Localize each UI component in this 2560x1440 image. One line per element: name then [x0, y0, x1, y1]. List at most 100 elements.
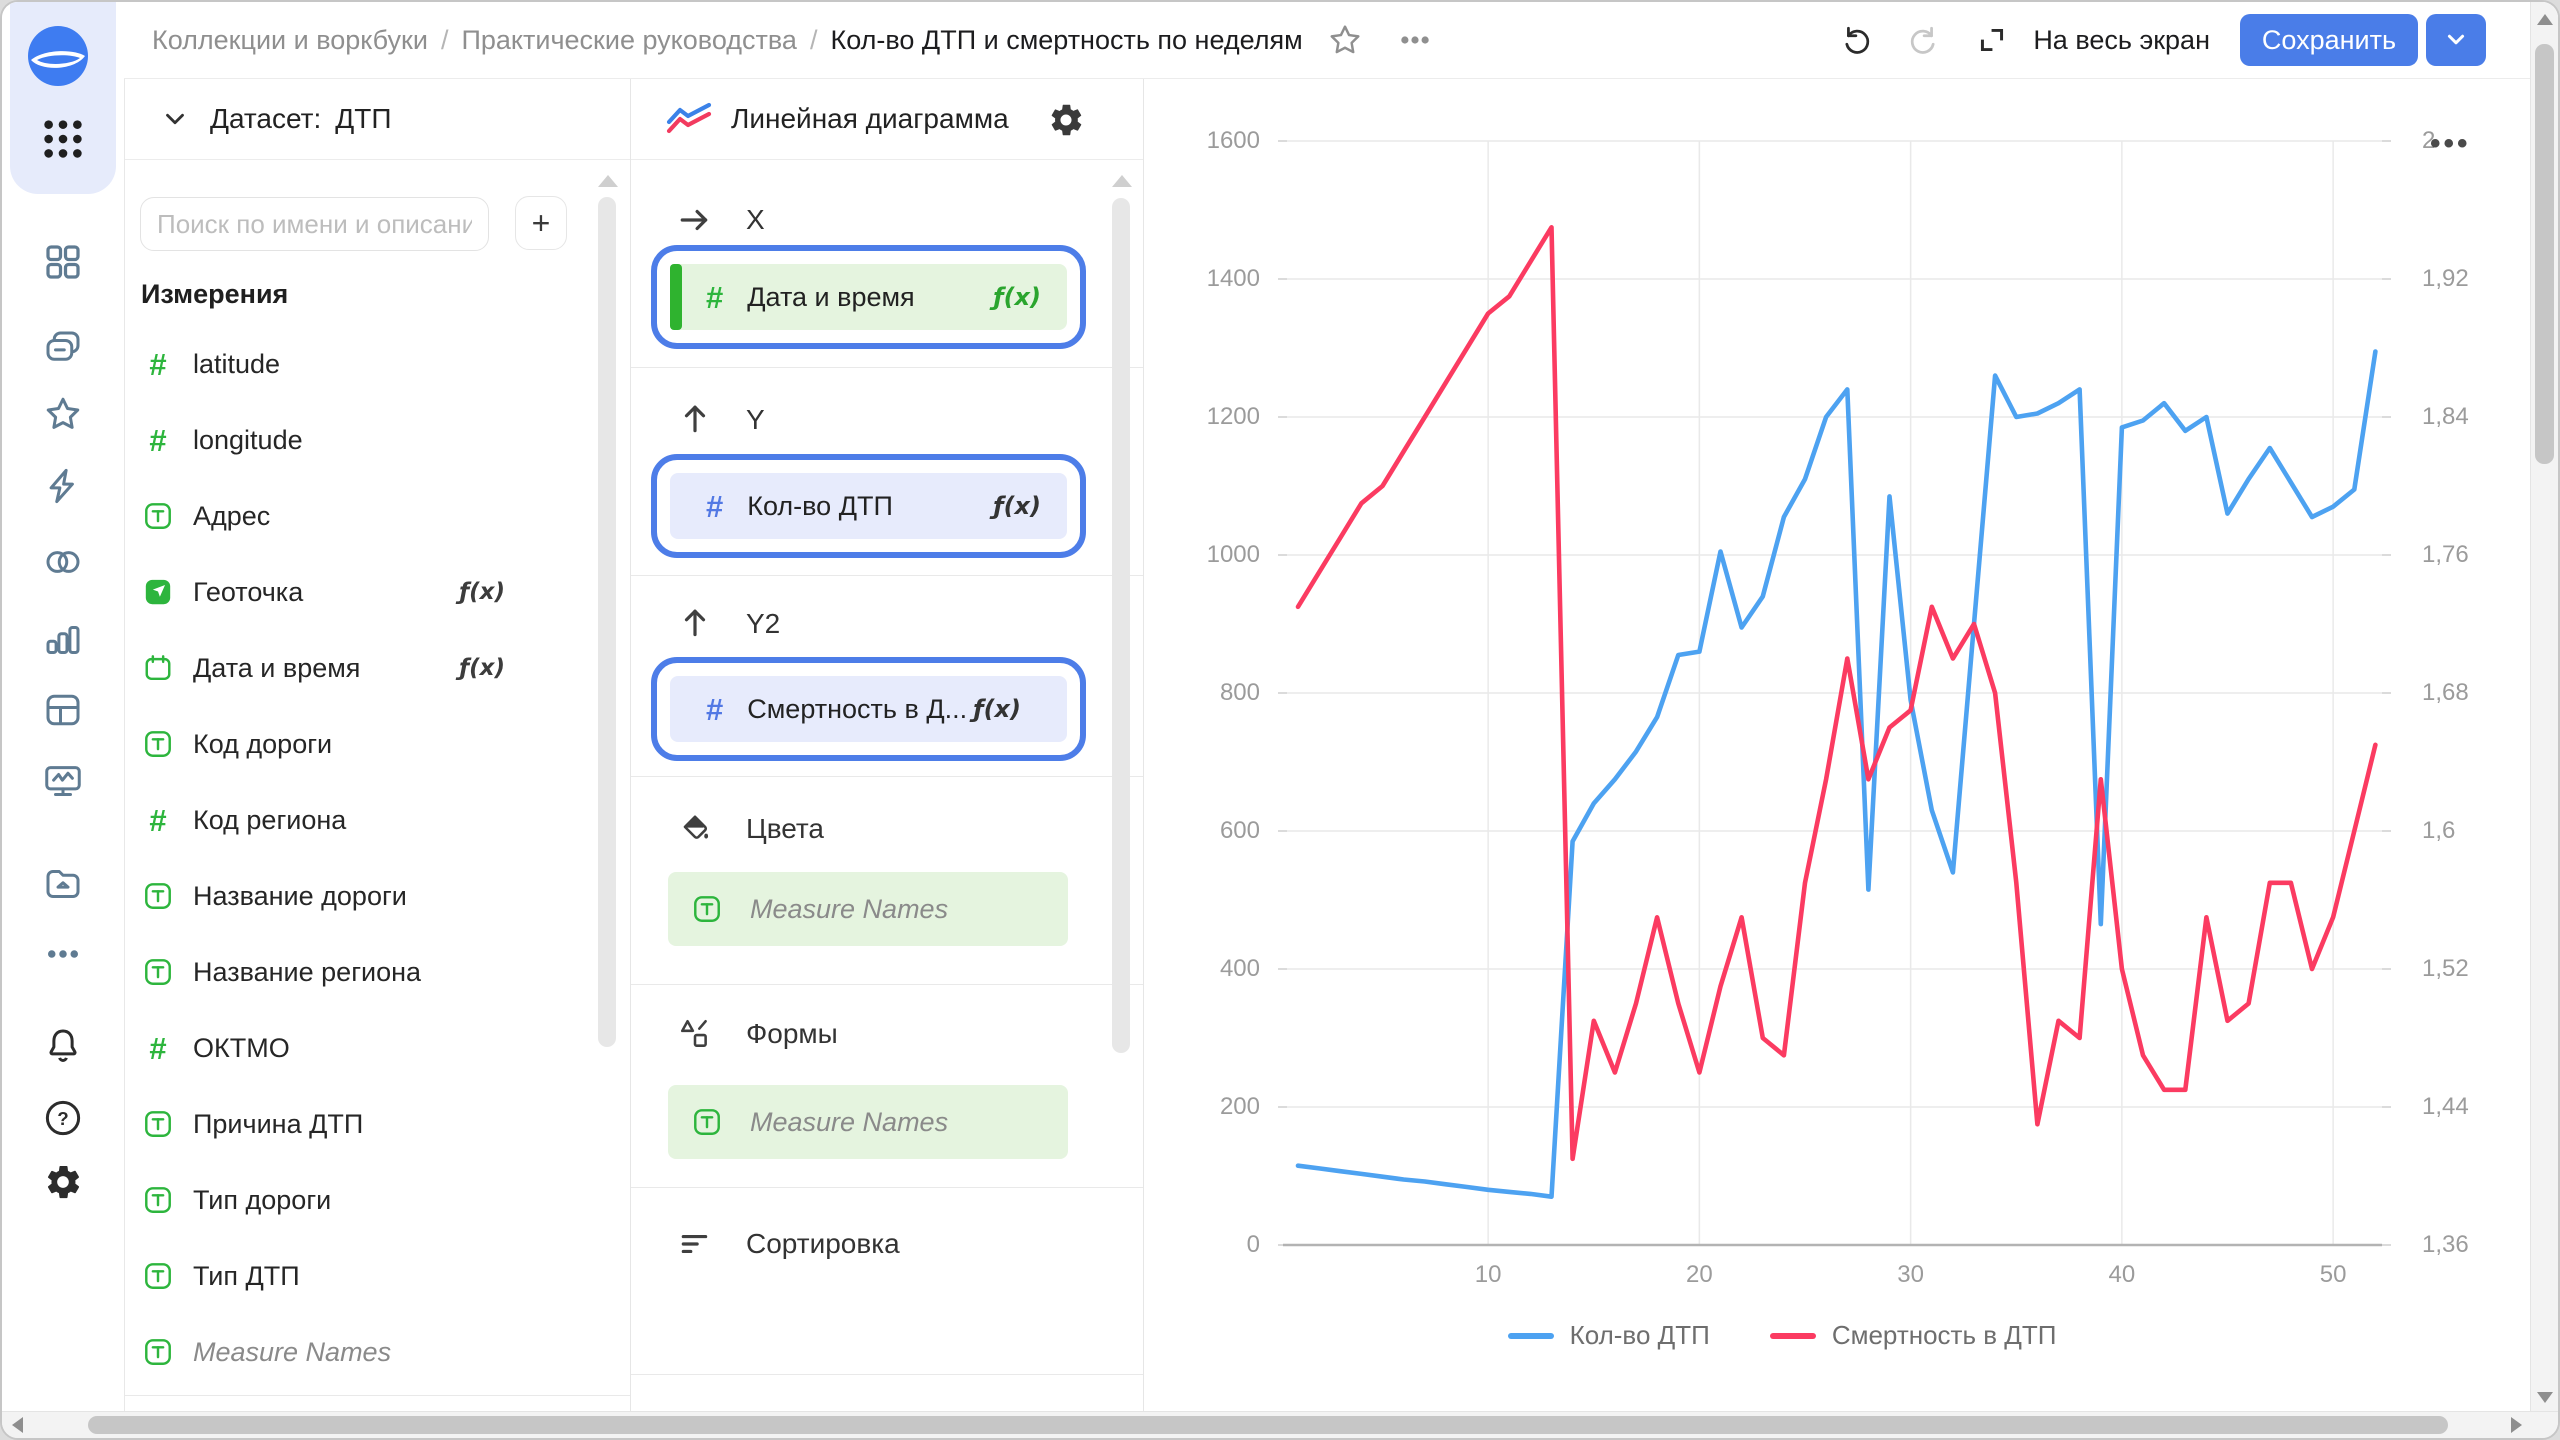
field-item[interactable]: Тип ДТП [141, 1238, 601, 1314]
arrow-right-icon [678, 203, 712, 237]
sidebar-bell-icon[interactable] [43, 1026, 83, 1066]
dataset-scroll-up-icon[interactable] [598, 175, 618, 187]
formula-icon: ƒ(x) [459, 579, 505, 605]
sidebar-tables-icon[interactable] [43, 690, 83, 730]
field-label: Геоточка [193, 576, 304, 607]
y-left-tick-label: 1400 [1206, 265, 1260, 292]
x-tick-label: 30 [1897, 1261, 1924, 1288]
y2-field-dropzone[interactable]: # Смертность в Д... ƒ(x) [651, 657, 1086, 761]
field-search-input[interactable] [140, 197, 489, 251]
field-label: Тип дороги [193, 1184, 332, 1215]
save-button[interactable]: Сохранить [2240, 14, 2418, 66]
x-field-dropzone[interactable]: # Дата и время ƒ(x) [651, 245, 1086, 349]
field-item[interactable]: # latitude [141, 326, 601, 402]
text-field-icon [141, 1107, 175, 1141]
field-item[interactable]: Тип дороги [141, 1162, 601, 1238]
dataset-name[interactable]: ДТП [335, 103, 392, 134]
horizontal-scroll-thumb[interactable] [88, 1416, 2448, 1434]
legend-label: Смертность в ДТП [1831, 1320, 2057, 1350]
drag-accent-bar [670, 264, 682, 330]
x-tick-label: 20 [1686, 1261, 1713, 1288]
apps-menu-icon[interactable] [40, 116, 86, 162]
sidebar-grid-icon[interactable] [43, 242, 83, 282]
field-item[interactable]: Причина ДТП [141, 1086, 601, 1162]
y-right-tick-label: 1,6 [2422, 817, 2456, 844]
field-label: longitude [193, 424, 303, 455]
y-right-tick-label: 1,36 [2422, 1231, 2469, 1258]
number-field-icon: # [706, 691, 724, 727]
field-label: Название региона [193, 956, 422, 987]
legend-item[interactable]: Кол-во ДТП [1507, 1320, 1710, 1351]
scroll-left-arrow-icon[interactable] [12, 1417, 23, 1433]
redo-icon[interactable] [1905, 23, 1939, 57]
page-vertical-scrollbar[interactable] [2530, 2, 2558, 1415]
sidebar-help-icon[interactable]: ? [43, 1098, 83, 1138]
sidebar-monitoring-icon[interactable] [43, 762, 83, 802]
field-item[interactable]: # ОКТМО [141, 1010, 601, 1086]
datalens-logo[interactable] [28, 26, 88, 86]
field-label: Причина ДТП [193, 1108, 364, 1139]
sidebar-connections-icon[interactable] [43, 542, 83, 582]
favorite-star-icon[interactable] [1327, 22, 1363, 58]
fullscreen-label[interactable]: На весь экран [2033, 24, 2210, 55]
sidebar-workbooks-icon[interactable] [43, 328, 83, 368]
sidebar-favorites-star-icon[interactable] [43, 394, 83, 434]
field-item[interactable]: Название региона [141, 934, 601, 1010]
field-item[interactable]: Код дороги [141, 706, 601, 782]
y-field-dropzone[interactable]: # Кол-во ДТП ƒ(x) [651, 454, 1086, 558]
dataset-header[interactable]: Датасет: ДТП [124, 79, 630, 160]
breadcrumb-item[interactable]: Практические руководства [461, 24, 797, 55]
chart-menu-icon[interactable]: ••• [2430, 127, 2471, 160]
calendar-icon [141, 651, 175, 685]
sidebar-functions-bolt-icon[interactable] [43, 466, 83, 506]
fullscreen-icon[interactable] [1975, 23, 2009, 57]
dataset-scrollbar[interactable] [598, 197, 616, 1047]
section-colors-label: Цвета [746, 813, 824, 844]
scroll-right-arrow-icon[interactable] [2511, 1417, 2522, 1433]
undo-icon[interactable] [1841, 23, 1875, 57]
field-item[interactable]: Геоточка ƒ(x) [141, 554, 601, 630]
number-field-icon: # [149, 802, 167, 838]
chart-legend: Кол-во ДТП Смертность в ДТП [1162, 1320, 2402, 1351]
add-field-button[interactable]: + [515, 196, 567, 250]
page-horizontal-scrollbar[interactable] [2, 1411, 2558, 1438]
field-item[interactable]: Дата и время ƒ(x) [141, 630, 601, 706]
legend-item[interactable]: Смертность в ДТП [1769, 1320, 2057, 1351]
field-item[interactable]: # longitude [141, 402, 601, 478]
config-scrollbar[interactable] [1112, 198, 1130, 1053]
save-menu-button[interactable] [2426, 14, 2486, 66]
text-field-icon [141, 1259, 175, 1293]
text-field-icon [141, 1183, 175, 1217]
sidebar-charts-icon[interactable] [43, 620, 83, 660]
field-item[interactable]: Адрес [141, 478, 601, 554]
sidebar-more-ellipsis-icon[interactable] [43, 934, 83, 974]
text-field-icon [141, 1335, 175, 1369]
breadcrumb-item: Кол-во ДТП и смертность по неделям [830, 24, 1303, 55]
y2-field-label[interactable]: Смертность в Д... [747, 693, 968, 724]
config-scroll-up-icon[interactable] [1112, 175, 1132, 187]
y-right-tick-label: 1,68 [2422, 679, 2469, 706]
section-sort-header: Сортировка [678, 1227, 900, 1261]
vertical-scroll-thumb[interactable] [2535, 44, 2554, 464]
chart-settings-gear-icon[interactable] [1047, 101, 1085, 139]
y-right-tick-label: 1,92 [2422, 265, 2469, 292]
scroll-up-arrow-icon[interactable] [2537, 14, 2553, 25]
y-field-label[interactable]: Кол-во ДТП [747, 490, 893, 521]
breadcrumb-item[interactable]: Коллекции и воркбуки [152, 24, 428, 55]
series-line-left [1295, 349, 2378, 1199]
chevron-down-icon[interactable] [160, 104, 190, 134]
sidebar-settings-gear-icon[interactable] [43, 1162, 83, 1202]
sidebar-storage-folder-icon[interactable] [43, 864, 83, 904]
line-chart-icon [665, 101, 713, 137]
field-item[interactable]: Measure Names [141, 1314, 601, 1390]
legend-label: Кол-во ДТП [1569, 1320, 1710, 1350]
x-field-label[interactable]: Дата и время [747, 281, 915, 312]
more-ellipsis-icon[interactable] [1397, 22, 1433, 58]
colors-field-pill[interactable]: Measure Names [668, 872, 1068, 946]
colors-field-label: Measure Names [750, 893, 949, 924]
field-item[interactable]: Название дороги [141, 858, 601, 934]
chart-type-header[interactable]: Линейная диаграмма [631, 79, 1143, 160]
shapes-field-pill[interactable]: Measure Names [668, 1085, 1068, 1159]
scroll-down-arrow-icon[interactable] [2537, 1392, 2553, 1403]
field-item[interactable]: # Код региона [141, 782, 601, 858]
